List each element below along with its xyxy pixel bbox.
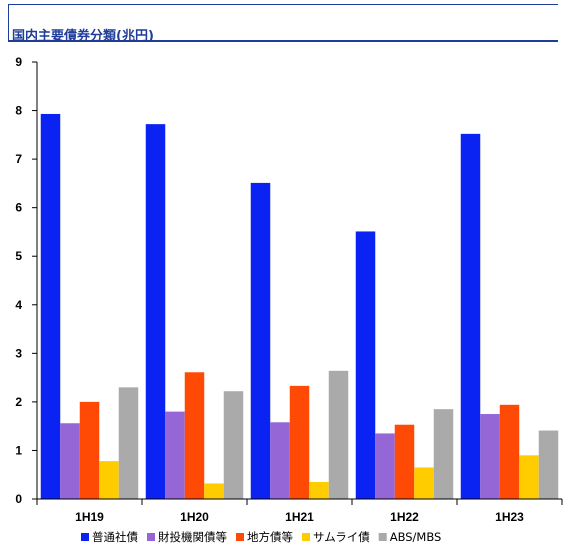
bar: [309, 482, 329, 499]
bar: [433, 409, 454, 499]
x-axis: 1H19 1H20 1H21 1H22 1H23: [36, 498, 563, 524]
legend-label: サムライ債: [313, 530, 370, 544]
y-tick-label: 4: [15, 298, 22, 312]
bar: [79, 401, 100, 499]
x-tick-label: 1H19: [75, 510, 104, 524]
title-frame: [8, 4, 558, 42]
bar: [165, 411, 185, 499]
legend-swatch: [302, 533, 310, 541]
legend-swatch: [236, 533, 244, 541]
bar: [60, 423, 80, 499]
bar: [289, 385, 310, 499]
bar: [184, 372, 205, 499]
legend-label: ABS/MBS: [390, 530, 442, 544]
bar: [519, 455, 539, 499]
bar: [223, 391, 244, 499]
bar: [250, 182, 271, 500]
bars: [40, 113, 559, 500]
bar: [480, 414, 500, 499]
x-tick-label: 1H23: [495, 510, 524, 524]
bar: [40, 113, 61, 500]
y-tick-label: 2: [15, 395, 22, 409]
bar: [204, 483, 224, 499]
bar: [328, 370, 349, 499]
x-tick-label: 1H20: [180, 510, 209, 524]
bar: [460, 133, 481, 499]
x-tick-label: 1H22: [390, 510, 419, 524]
bar: [118, 387, 139, 499]
legend-label: 地方債等: [247, 530, 293, 544]
bar: [145, 124, 166, 499]
y-tick-label: 1: [15, 443, 22, 457]
bar: [538, 430, 559, 499]
chart-title: 国内主要債券分類(兆円): [12, 29, 154, 44]
bar: [499, 404, 520, 499]
y-tick-label: 0: [15, 492, 22, 506]
bar: [375, 433, 395, 499]
bar: [270, 422, 290, 499]
y-tick-label: 9: [15, 55, 22, 69]
y-tick-label: 3: [15, 346, 22, 360]
y-axis: 0 1 2 3 4 5 6 7 8 9: [15, 55, 38, 506]
bar: [394, 424, 415, 499]
legend-swatch: [147, 533, 155, 541]
legend-label: 財投機関債等: [158, 530, 227, 544]
legend-swatch: [81, 533, 89, 541]
bar: [414, 467, 434, 499]
y-tick-label: 5: [15, 249, 22, 263]
bar: [99, 461, 119, 499]
y-tick-label: 8: [15, 104, 22, 118]
bar: [355, 231, 376, 499]
y-tick-label: 6: [15, 201, 22, 215]
legend-label: 普通社債: [92, 530, 138, 544]
legend-swatch: [378, 533, 387, 541]
legend: 普通社債 財投機関債等 地方債等 サムライ債 ABS/MBS: [81, 530, 441, 544]
y-tick-label: 7: [15, 152, 22, 166]
x-tick-label: 1H21: [285, 510, 314, 524]
